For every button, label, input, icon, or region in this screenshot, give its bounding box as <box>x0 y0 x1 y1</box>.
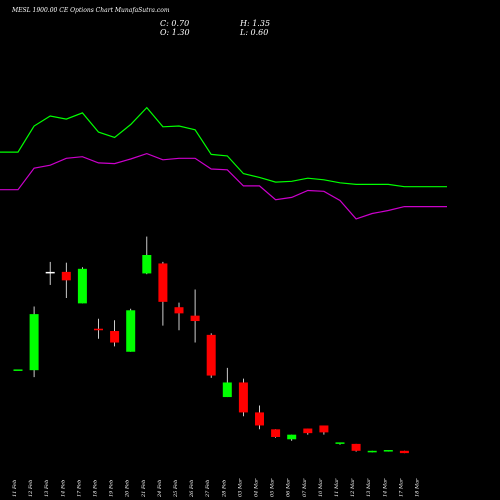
candle <box>399 450 409 454</box>
candle <box>367 450 377 453</box>
candle <box>351 443 361 452</box>
candle-body <box>335 442 345 444</box>
x-tick-label: 11 Feb <box>12 480 18 497</box>
candle <box>77 267 87 304</box>
low-value: L: 0.60 <box>240 28 269 37</box>
candle <box>222 367 232 398</box>
candle-body <box>399 450 409 454</box>
candle-body <box>94 328 103 331</box>
candle <box>206 333 216 378</box>
candle-body <box>287 434 297 440</box>
x-tick-label: 14 Mar <box>382 478 388 497</box>
x-tick-label: 26 Feb <box>189 480 195 498</box>
candle-body <box>61 271 71 281</box>
candle <box>174 302 184 331</box>
candle <box>255 405 264 430</box>
candle-body <box>158 263 168 302</box>
candle-body <box>222 382 232 398</box>
candle <box>110 320 120 347</box>
x-tick-label: 28 Feb <box>221 480 227 498</box>
candle-body <box>238 382 248 413</box>
x-tick-label: 25 Feb <box>173 480 179 498</box>
candle-body <box>319 425 329 433</box>
x-tick-label: 24 Feb <box>157 480 163 498</box>
candle <box>190 289 200 343</box>
candle <box>142 236 152 275</box>
x-tick-label: 27 Feb <box>205 480 211 498</box>
indicator-line-1 <box>0 106 447 188</box>
candle-body <box>110 331 120 343</box>
x-tick-label: 03 Mar <box>237 478 243 497</box>
x-tick-label: 12 Feb <box>28 480 34 497</box>
candle-body <box>367 450 377 453</box>
x-tick-label: 11 Mar <box>334 478 340 497</box>
candle <box>94 318 103 339</box>
candle <box>303 428 313 435</box>
candle-body <box>303 428 313 434</box>
open-value: O: 1.30 <box>160 28 190 37</box>
indicator-lines <box>0 106 447 220</box>
candle-body <box>206 334 216 376</box>
candle-body <box>77 268 87 304</box>
candle <box>319 425 329 435</box>
x-tick-label: 10 Mar <box>318 478 324 497</box>
candle-body <box>45 271 55 274</box>
candle <box>45 261 55 285</box>
x-tick-label: 17 Feb <box>76 480 82 497</box>
x-tick-label: 21 Feb <box>141 480 147 498</box>
x-tick-label: 13 Feb <box>44 480 50 497</box>
candle-body <box>383 450 393 452</box>
candle-body <box>29 314 39 371</box>
close-value: C: 0.70 <box>160 19 190 28</box>
candle-body <box>255 412 264 426</box>
candles <box>13 236 409 454</box>
candle <box>29 306 39 378</box>
candle-body <box>126 310 136 352</box>
x-tick-label: 17 Mar <box>398 478 404 497</box>
candle <box>287 434 297 441</box>
candle <box>158 261 168 326</box>
candle <box>13 369 23 371</box>
candle <box>126 308 136 352</box>
indicator-line-2 <box>0 152 447 220</box>
x-tick-label: 12 Mar <box>350 478 356 497</box>
candle-body <box>174 307 184 314</box>
candle-body <box>271 429 281 437</box>
candle <box>383 450 393 452</box>
x-tick-label: 19 Feb <box>109 480 115 497</box>
high-value: H: 1.35 <box>240 19 271 28</box>
candle <box>335 442 345 445</box>
x-tick-label: 04 Mar <box>254 478 260 497</box>
candle <box>238 378 248 417</box>
chart-title: MESL 1900.00 CE Options Chart MunafaSutr… <box>12 7 170 14</box>
candle <box>271 429 281 438</box>
candle-body <box>13 369 23 371</box>
x-tick-label: 18 Feb <box>93 480 99 497</box>
x-tick-label: 05 Mar <box>270 478 276 497</box>
x-tick-label: 07 Mar <box>302 478 308 497</box>
candle-body <box>190 315 200 322</box>
x-axis-labels: 11 Feb 12 Feb 13 Feb 14 Feb 17 Feb 18 Feb 19 F… <box>12 478 421 498</box>
candle-body <box>351 443 361 451</box>
x-tick-label: 18 Mar <box>415 478 421 497</box>
x-tick-label: 06 Mar <box>286 478 292 497</box>
x-tick-label: 13 Mar <box>366 478 372 497</box>
candle-body <box>142 255 152 274</box>
candle <box>61 262 71 298</box>
x-tick-label: 20 Feb <box>125 480 131 498</box>
x-tick-label: 14 Feb <box>60 480 66 497</box>
